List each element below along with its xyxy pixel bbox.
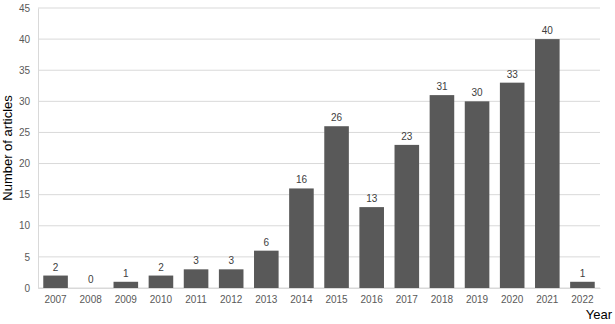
x-tick-label: 2014: [290, 294, 313, 305]
x-tick-label: 2016: [361, 294, 384, 305]
data-label: 33: [507, 69, 519, 80]
plot: 0510152025303540452007200820092010201120…: [19, 3, 601, 305]
x-tick-label: 2007: [44, 294, 67, 305]
data-label: 30: [472, 87, 484, 98]
x-tick-label: 2018: [431, 294, 454, 305]
x-tick: 2018: [431, 294, 454, 305]
x-tick: 2015: [325, 294, 348, 305]
data-labels: 201233616261323313033401: [53, 25, 586, 285]
grid: [38, 8, 600, 288]
y-tick-label: 35: [19, 65, 31, 76]
y-tick: 0: [24, 283, 38, 294]
bar: [254, 251, 279, 288]
y-tick-label: 30: [19, 96, 31, 107]
x-tick-label: 2009: [115, 294, 138, 305]
data-label: 16: [296, 174, 308, 185]
y-tick-label: 15: [19, 189, 31, 200]
y-tick-label: 25: [19, 127, 31, 138]
x-tick: 2007: [44, 294, 67, 305]
data-label: 1: [580, 268, 586, 279]
x-tick-label: 2013: [255, 294, 278, 305]
y-tick: 30: [19, 96, 38, 107]
x-tick-label: 2011: [185, 294, 207, 305]
data-label: 13: [366, 193, 378, 204]
bar: [465, 101, 490, 288]
x-tick: 2008: [80, 294, 103, 305]
bar: [500, 83, 525, 288]
x-tick: 2020: [501, 294, 524, 305]
data-label: 1: [123, 268, 129, 279]
grid-line: [38, 8, 600, 9]
y-tick-label: 40: [19, 34, 31, 45]
data-label: 40: [542, 25, 554, 36]
x-tick: 2009: [115, 294, 138, 305]
x-tick: 2014: [290, 294, 313, 305]
x-tick-label: 2010: [150, 294, 173, 305]
y-tick-label: 20: [19, 158, 31, 169]
x-axis-line: [39, 288, 601, 289]
x-tick: 2012: [220, 294, 243, 305]
x-tick: 2013: [255, 294, 278, 305]
grid-line: [38, 39, 600, 40]
bar: [395, 145, 420, 288]
data-label: 2: [158, 262, 164, 273]
y-tick-label: 45: [19, 3, 31, 14]
data-label: 26: [331, 112, 343, 123]
x-tick: 2011: [185, 294, 207, 305]
y-tick: 45: [19, 3, 38, 14]
x-tick: 2021: [536, 294, 559, 305]
x-tick-label: 2017: [396, 294, 419, 305]
y-tick: 25: [19, 127, 38, 138]
bar: [114, 282, 139, 288]
data-label: 31: [436, 81, 448, 92]
x-tick-label: 2012: [220, 294, 243, 305]
y-tick: 10: [19, 220, 38, 231]
x-tick-label: 2020: [501, 294, 524, 305]
bar: [430, 95, 455, 288]
x-tick-label: 2015: [325, 294, 348, 305]
data-label: 6: [264, 237, 270, 248]
x-axis-title: Year: [586, 307, 613, 322]
y-tick-label: 5: [24, 252, 30, 263]
x-tick: 2017: [396, 294, 419, 305]
y-axis-line: [38, 9, 39, 289]
bar: [78, 288, 103, 289]
x-tick: 2016: [361, 294, 384, 305]
x-axis: 2007 2008 2009 2010 2011 2012 2013 2014 2015 2016…: [39, 289, 601, 306]
y-tick: 20: [19, 158, 38, 169]
bar: [184, 269, 209, 288]
bar: [324, 126, 349, 288]
data-label: 3: [193, 255, 199, 266]
data-label: 0: [88, 274, 94, 285]
x-tick: 2010: [150, 294, 173, 305]
x-tick-label: 2019: [466, 294, 489, 305]
data-label: 3: [228, 255, 234, 266]
bars: [43, 39, 594, 288]
x-tick: 2022: [571, 294, 594, 305]
bar: [535, 39, 560, 288]
y-tick: 40: [19, 34, 38, 45]
data-label: 2: [53, 262, 59, 273]
bar: [570, 282, 595, 288]
x-tick: 2019: [466, 294, 489, 305]
bar: [43, 276, 68, 288]
bar: [219, 269, 244, 288]
bar: [149, 276, 174, 288]
x-tick-label: 2022: [571, 294, 594, 305]
y-tick-label: 0: [24, 283, 30, 294]
bar: [359, 207, 384, 288]
x-tick-label: 2021: [536, 294, 559, 305]
x-tick-label: 2008: [80, 294, 103, 305]
y-tick-label: 10: [19, 220, 31, 231]
y-tick: 15: [19, 189, 38, 200]
y-axis-title: Number of articles: [0, 95, 15, 201]
y-tick: 5: [24, 252, 38, 263]
y-tick: 35: [19, 65, 38, 76]
data-label: 23: [401, 131, 413, 142]
chart: 0510152025303540452007200820092010201120…: [0, 0, 615, 324]
y-axis: 0 5 10 15 20 25 30 35 40 45: [19, 3, 39, 294]
bar: [289, 188, 314, 288]
